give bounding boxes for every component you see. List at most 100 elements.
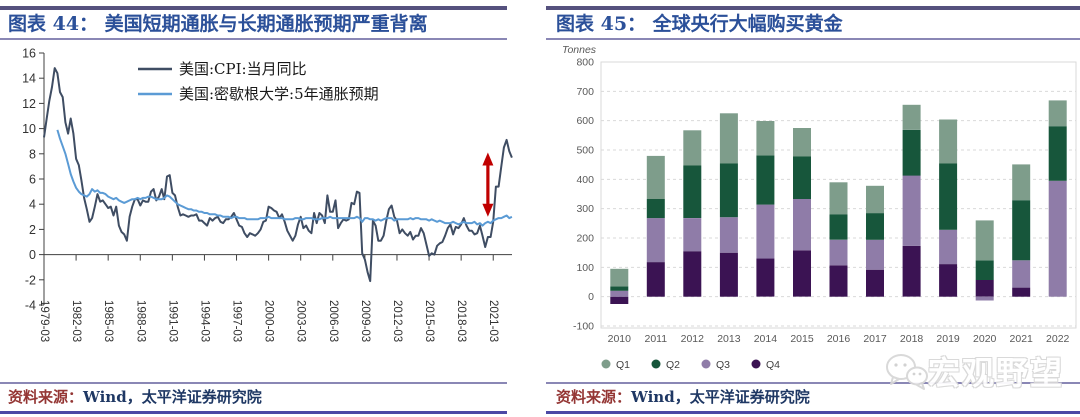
svg-text:1997-03: 1997-03 <box>231 300 243 342</box>
svg-text:100: 100 <box>576 262 594 274</box>
series-line-1 <box>56 129 513 227</box>
bar-segment-2021-Q3 <box>1012 260 1031 288</box>
svg-text:2014: 2014 <box>754 333 778 345</box>
svg-text:-4: -4 <box>25 299 36 313</box>
svg-text:2012: 2012 <box>681 333 705 345</box>
bar-segment-2021-Q2 <box>1012 200 1031 261</box>
bar-segment-2010-Q4 <box>610 296 629 304</box>
svg-text:2015: 2015 <box>790 333 814 345</box>
bar-segment-2018-Q4 <box>902 245 921 297</box>
source-note-left: 资料来源：Wind，太平洋证券研究院 <box>8 386 262 410</box>
top-rule-right <box>546 6 1080 10</box>
bar-segment-2013-Q3 <box>719 217 738 253</box>
bar-segment-2018-Q3 <box>902 175 921 246</box>
y-axis-labels: 800 700 600 500 400 300 200 100 0 -100 <box>573 57 594 333</box>
bar-segment-2013-Q2 <box>719 163 738 218</box>
svg-text:2006-03: 2006-03 <box>327 300 339 342</box>
source-rule-right <box>546 382 1080 384</box>
svg-text:2019: 2019 <box>936 333 960 345</box>
svg-text:2011: 2011 <box>645 333 668 345</box>
bar-segment-2019-Q1 <box>939 119 958 164</box>
x-axis-labels: 2010 2011 2012 2013 2014 2015 2016 2017 2018 2019… <box>608 333 1070 345</box>
svg-text:1985-03: 1985-03 <box>102 300 114 342</box>
svg-text:10: 10 <box>22 122 36 136</box>
svg-text:4: 4 <box>29 198 36 212</box>
legend-label-Q1: Q1 <box>616 359 630 371</box>
svg-text:美国:CPI:当月同比: 美国:CPI:当月同比 <box>179 60 307 78</box>
bar-segment-2010-Q1 <box>610 268 629 287</box>
bar-segment-2011-Q4 <box>646 262 665 297</box>
bar-segment-2016-Q2 <box>829 214 848 240</box>
svg-text:2018-03: 2018-03 <box>455 300 467 342</box>
bottom-rule-right <box>546 411 1080 414</box>
stacked-bars <box>610 100 1067 304</box>
svg-text:1991-03: 1991-03 <box>166 300 178 342</box>
bar-segment-2012-Q3 <box>683 218 702 252</box>
source-text: Wind，太平洋证券研究院 <box>83 388 262 406</box>
gold-purchase-bar-chart: Tonnes 800 700 600 500 400 300 200 100 0 -100 2010 2… <box>546 42 1080 380</box>
inflation-line-chart: 16 14 12 10 8 6 4 2 0 -2 -4 1979-03 1982-03 1985-03 19… <box>0 42 540 380</box>
svg-text:600: 600 <box>576 115 594 127</box>
svg-text:1988-03: 1988-03 <box>134 300 146 342</box>
bar-segment-2017-Q4 <box>866 269 884 297</box>
svg-text:800: 800 <box>576 57 594 69</box>
bar-segment-2016-Q3 <box>829 239 848 266</box>
legend: Q1 Q2 Q3 Q4 <box>601 359 780 371</box>
svg-text:2018: 2018 <box>900 333 924 345</box>
svg-text:200: 200 <box>576 233 594 245</box>
bar-segment-2015-Q4 <box>793 250 811 297</box>
bar-segment-2019-Q2 <box>939 163 958 230</box>
bar-segment-2011-Q3 <box>646 218 665 263</box>
svg-text:8: 8 <box>29 147 36 161</box>
svg-text:400: 400 <box>576 174 594 186</box>
svg-text:2016: 2016 <box>827 333 851 345</box>
bar-segment-2014-Q3 <box>756 204 775 259</box>
svg-text:-100: -100 <box>573 321 594 333</box>
watermark-text: 宏观野望 <box>928 354 1065 392</box>
svg-text:2: 2 <box>29 223 36 237</box>
svg-text:300: 300 <box>576 203 594 215</box>
y-axis-labels: 16 14 12 10 8 6 4 2 0 -2 -4 <box>22 47 36 313</box>
bar-segment-2011-Q2 <box>646 199 665 219</box>
legend-marker-Q1 <box>601 359 611 369</box>
top-rule-left <box>0 6 507 10</box>
bar-segment-2021-Q1 <box>1012 164 1031 201</box>
bar-segment-2017-Q1 <box>866 185 884 214</box>
svg-text:700: 700 <box>576 86 594 98</box>
bottom-rule-left <box>0 411 507 414</box>
svg-text:2013: 2013 <box>717 333 741 345</box>
bar-segment-2021-Q4 <box>1012 287 1031 297</box>
bar-segment-2018-Q1 <box>902 104 921 130</box>
series-line-0 <box>43 67 513 283</box>
divergence-arrow <box>482 152 494 217</box>
bar-segment-2010-Q2 <box>610 286 629 291</box>
bar-segment-2020-Q3 <box>975 296 994 301</box>
unit-label: Tonnes <box>562 44 597 56</box>
svg-text:500: 500 <box>576 145 594 157</box>
svg-text:16: 16 <box>22 47 36 61</box>
figure-44-title: 图表 44： 美国短期通胀与长期通胀预期严重背离 <box>8 13 428 35</box>
legend-label-Q3: Q3 <box>716 359 730 371</box>
source-label: 资料来源： <box>8 388 84 406</box>
bar-segment-2010-Q3 <box>610 290 629 297</box>
legend-marker-Q4 <box>751 359 761 369</box>
title-rule-right <box>546 38 1080 40</box>
svg-text:12: 12 <box>22 97 36 111</box>
svg-text:2022: 2022 <box>1046 333 1070 345</box>
bar-segment-2019-Q3 <box>939 229 958 265</box>
svg-text:2017: 2017 <box>863 333 887 345</box>
bar-segment-2014-Q4 <box>756 258 775 297</box>
title-rule-left <box>0 38 507 40</box>
bar-segment-2018-Q2 <box>902 129 921 176</box>
svg-text:2012-03: 2012-03 <box>391 300 403 342</box>
wechat-icon <box>886 354 928 390</box>
bar-segment-2017-Q3 <box>866 239 884 270</box>
x-axis-labels: 1979-03 1982-03 1985-03 1988-03 1991-03 1994-… <box>38 300 499 342</box>
bar-segment-2012-Q2 <box>683 165 702 218</box>
svg-text:-2: -2 <box>25 273 36 287</box>
svg-text:美国:密歇根大学:5年通胀预期: 美国:密歇根大学:5年通胀预期 <box>179 85 379 103</box>
bar-segment-2019-Q4 <box>939 264 958 297</box>
